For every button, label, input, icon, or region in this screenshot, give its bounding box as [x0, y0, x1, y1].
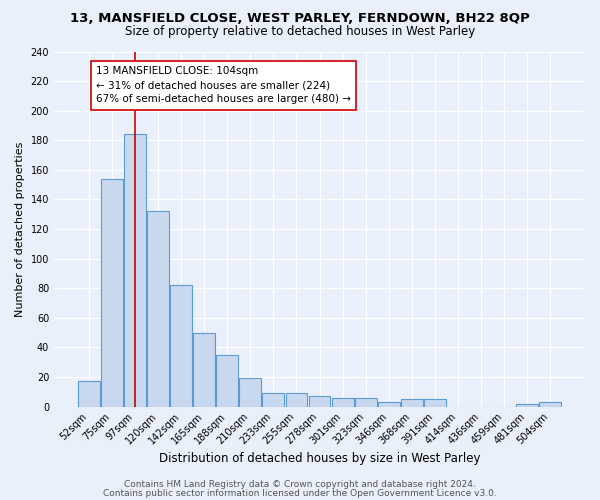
Bar — [424, 399, 446, 406]
Text: 13, MANSFIELD CLOSE, WEST PARLEY, FERNDOWN, BH22 8QP: 13, MANSFIELD CLOSE, WEST PARLEY, FERNDO… — [70, 12, 530, 26]
Bar — [401, 399, 422, 406]
Bar — [539, 402, 561, 406]
Bar — [308, 396, 331, 406]
Bar — [332, 398, 353, 406]
Text: Size of property relative to detached houses in West Parley: Size of property relative to detached ho… — [125, 25, 475, 38]
Bar — [193, 332, 215, 406]
Bar — [355, 398, 377, 406]
Text: Contains HM Land Registry data © Crown copyright and database right 2024.: Contains HM Land Registry data © Crown c… — [124, 480, 476, 489]
Bar — [217, 355, 238, 406]
Y-axis label: Number of detached properties: Number of detached properties — [15, 142, 25, 316]
X-axis label: Distribution of detached houses by size in West Parley: Distribution of detached houses by size … — [159, 452, 480, 465]
Bar — [147, 212, 169, 406]
Bar — [262, 394, 284, 406]
Bar — [516, 404, 538, 406]
Text: 13 MANSFIELD CLOSE: 104sqm
← 31% of detached houses are smaller (224)
67% of sem: 13 MANSFIELD CLOSE: 104sqm ← 31% of deta… — [96, 66, 351, 104]
Bar — [286, 394, 307, 406]
Bar — [78, 382, 100, 406]
Text: Contains public sector information licensed under the Open Government Licence v3: Contains public sector information licen… — [103, 489, 497, 498]
Bar — [124, 134, 146, 406]
Bar — [239, 378, 262, 406]
Bar — [101, 178, 123, 406]
Bar — [377, 402, 400, 406]
Bar — [170, 286, 192, 406]
